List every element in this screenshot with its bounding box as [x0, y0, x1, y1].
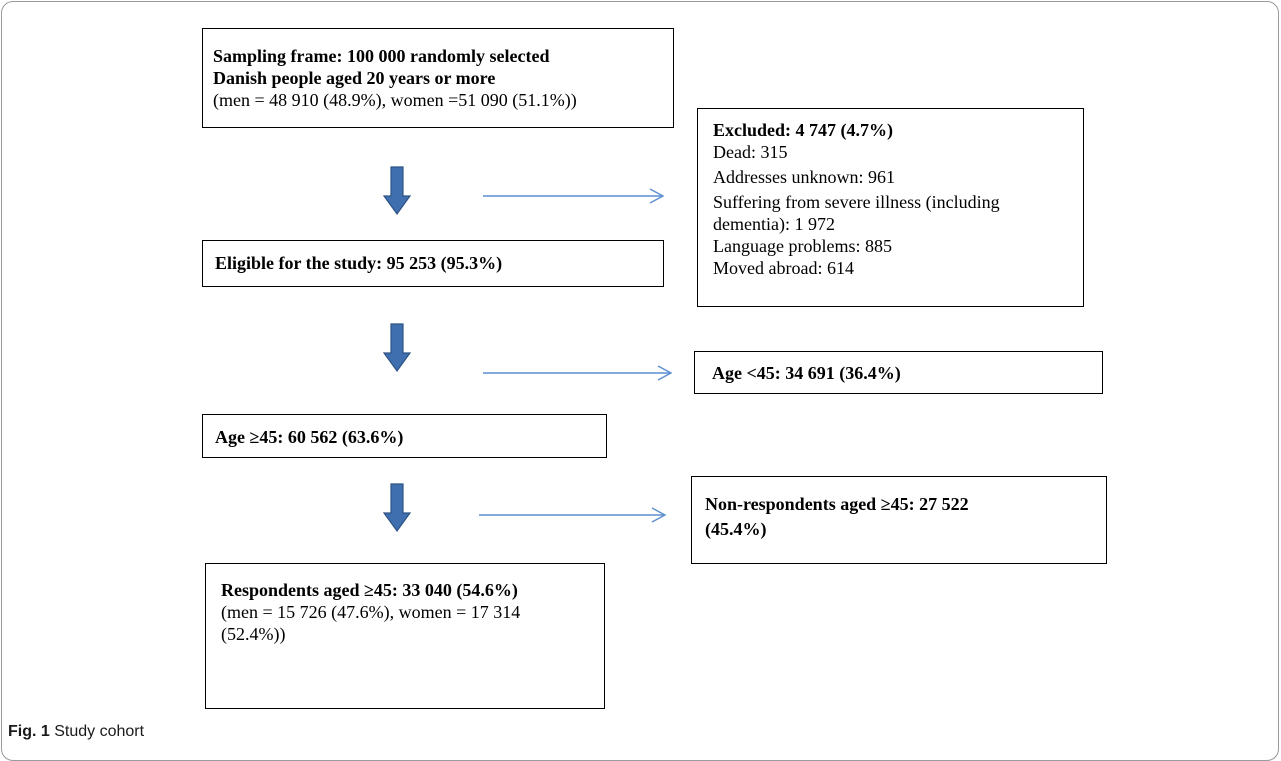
down-arrow-1 [383, 166, 411, 216]
eligible-title: Eligible for the study: 95 253 (95.3%) [215, 253, 503, 273]
figure-caption: Fig. 1 Study cohort [8, 723, 144, 741]
sampling-frame-box: Sampling frame: 100 000 randomly selecte… [202, 28, 674, 128]
nonrespondents-line1: Non-respondents aged ≥45: 27 522 [705, 494, 969, 514]
age-under-45-title: Age <45: 34 691 (36.4%) [712, 363, 901, 383]
nonrespondents-box: Non-respondents aged ≥45: 27 522 (45.4%) [691, 476, 1107, 564]
down-arrow-2 [383, 323, 411, 373]
excluded-title: Excluded: 4 747 (4.7%) [713, 120, 893, 140]
respondents-box: Respondents aged ≥45: 33 040 (54.6%) (me… [205, 563, 605, 709]
eligible-box: Eligible for the study: 95 253 (95.3%) [202, 240, 664, 287]
excluded-dead: Dead: 315 [713, 142, 788, 162]
excluded-language: Language problems: 885 [713, 236, 892, 256]
respondents-breakdown-line1: (men = 15 726 (47.6%), women = 17 314 [221, 602, 521, 622]
sampling-frame-title-line1: Sampling frame: 100 000 randomly selecte… [213, 46, 550, 66]
sampling-frame-title-line2: Danish people aged 20 years or more [213, 68, 496, 88]
figure-caption-text: Study cohort [49, 723, 145, 740]
excluded-illness-line1: Suffering from severe illness (including [713, 192, 1000, 212]
respondents-title: Respondents aged ≥45: 33 040 (54.6%) [221, 580, 518, 600]
nonrespondents-line2: (45.4%) [705, 519, 767, 539]
respondents-breakdown-line2: (52.4%)) [221, 624, 286, 644]
figure-caption-label: Fig. 1 [8, 723, 50, 740]
age-under-45-box: Age <45: 34 691 (36.4%) [694, 351, 1103, 394]
excluded-box: Excluded: 4 747 (4.7%) Dead: 315 Address… [697, 108, 1084, 307]
down-arrow-3 [383, 483, 411, 533]
right-arrow-1 [483, 188, 665, 204]
excluded-moved: Moved abroad: 614 [713, 258, 854, 278]
excluded-illness-line2: dementia): 1 972 [713, 214, 835, 234]
right-arrow-2 [483, 365, 673, 381]
sampling-frame-breakdown: (men = 48 910 (48.9%), women =51 090 (51… [213, 90, 577, 110]
excluded-addresses: Addresses unknown: 961 [713, 167, 895, 187]
right-arrow-3 [479, 507, 667, 523]
age-over-45-box: Age ≥45: 60 562 (63.6%) [202, 414, 607, 458]
age-over-45-title: Age ≥45: 60 562 (63.6%) [215, 427, 404, 447]
